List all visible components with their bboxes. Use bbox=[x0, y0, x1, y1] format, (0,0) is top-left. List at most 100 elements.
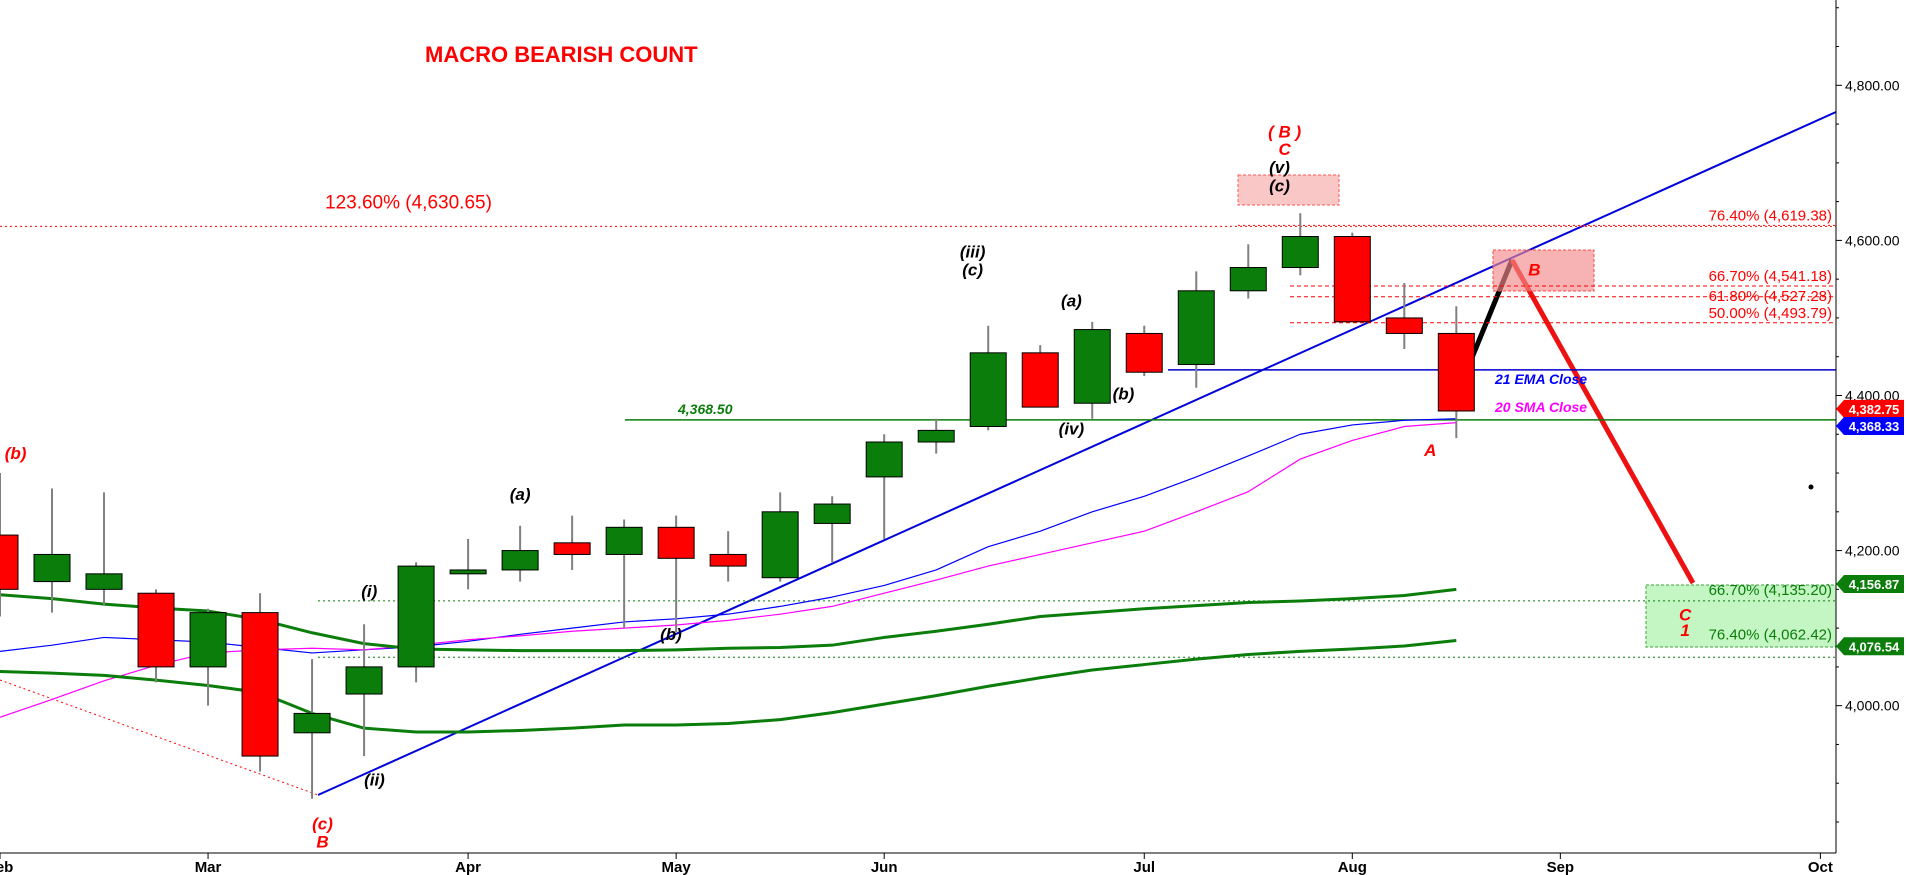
candle-body bbox=[293, 712, 331, 734]
wave-label: A bbox=[1423, 441, 1436, 460]
candle-body bbox=[189, 612, 227, 668]
candle-body bbox=[33, 553, 71, 583]
price-tags: 4,382.75 4,368.33 4,156.87 4,076.54 bbox=[1836, 399, 1904, 656]
ma-legend-sma: 20 SMA Close bbox=[1494, 399, 1587, 415]
candle bbox=[1125, 325, 1163, 377]
price-tag: 4,156.87 bbox=[1836, 575, 1904, 594]
candle-body bbox=[1333, 236, 1371, 323]
price-tag-bg bbox=[1836, 399, 1904, 418]
wave-label: (b) bbox=[5, 444, 27, 463]
candle bbox=[449, 538, 487, 590]
x-tick-label: Feb bbox=[0, 859, 13, 875]
x-tick-label: Sep bbox=[1547, 859, 1575, 875]
level-label: 66.70% (4,135.20) bbox=[1709, 582, 1832, 599]
candle bbox=[1073, 321, 1111, 419]
price-tag: 4,382.75 bbox=[1836, 399, 1904, 418]
candle bbox=[397, 562, 435, 683]
candle bbox=[241, 593, 279, 772]
wave-label: ( B ) bbox=[1268, 122, 1301, 141]
level-label: 4,368.50 bbox=[677, 401, 733, 417]
price-tag-label: 4,382.75 bbox=[1849, 402, 1900, 417]
candle-body bbox=[1073, 329, 1111, 404]
wave-label: (i) bbox=[361, 582, 377, 601]
level-label: 61.80% (4,527.28) bbox=[1709, 288, 1832, 305]
candle-body bbox=[865, 441, 903, 478]
candle-body bbox=[1125, 332, 1163, 373]
x-tick-label: Apr bbox=[455, 859, 481, 875]
level-label: 123.60% (4,630.65) bbox=[325, 192, 492, 213]
candle bbox=[865, 434, 903, 539]
wave-label: (iv) bbox=[1059, 419, 1085, 438]
candle-body bbox=[1021, 352, 1059, 408]
candle bbox=[189, 608, 227, 706]
candle bbox=[917, 418, 955, 454]
price-tag-bg bbox=[1836, 575, 1904, 594]
candle-body bbox=[969, 352, 1007, 427]
wave-label: (b) bbox=[660, 625, 682, 644]
x-tick-label: Oct bbox=[1808, 859, 1833, 875]
candle bbox=[33, 488, 71, 613]
retracement-zone bbox=[1492, 249, 1595, 292]
ma-legend-ema: 21 EMA Close bbox=[1494, 371, 1587, 387]
candle-body bbox=[553, 542, 591, 555]
candle bbox=[709, 531, 747, 582]
price-tag-label: 4,368.33 bbox=[1849, 419, 1900, 434]
candle-body bbox=[449, 569, 487, 575]
x-tick-label: May bbox=[662, 859, 692, 875]
wave-label: (a) bbox=[510, 485, 531, 504]
candle bbox=[657, 515, 695, 632]
wave-label: (a) bbox=[1061, 291, 1082, 310]
price-tag: 4,076.54 bbox=[1836, 637, 1904, 656]
x-tick-label: Jul bbox=[1133, 859, 1155, 875]
candle-body bbox=[501, 550, 539, 571]
wave-label: C bbox=[1679, 605, 1692, 624]
candle bbox=[345, 624, 383, 757]
y-tick-label: 4,600.00 bbox=[1845, 232, 1900, 248]
level-label: 50.00% (4,493.79) bbox=[1709, 305, 1832, 322]
x-tick-label: Mar bbox=[195, 859, 222, 875]
candle bbox=[1385, 283, 1423, 349]
projection-down-red bbox=[1509, 258, 1696, 585]
price-tag-bg bbox=[1836, 417, 1904, 436]
candle-body bbox=[0, 534, 19, 590]
chart-title: MACRO BEARISH COUNT bbox=[425, 42, 698, 67]
y-tick-label: 4,800.00 bbox=[1845, 77, 1900, 93]
wave-label: (iii) bbox=[960, 242, 986, 261]
candle bbox=[813, 496, 851, 563]
price-tag-label: 4,076.54 bbox=[1849, 639, 1900, 654]
price-tag-bg bbox=[1836, 637, 1904, 656]
candle bbox=[1229, 244, 1267, 299]
candle-body bbox=[1385, 317, 1423, 334]
wave-label: (b) bbox=[1113, 384, 1135, 403]
price-tag-label: 4,156.87 bbox=[1849, 577, 1900, 592]
candle-body bbox=[1229, 267, 1267, 292]
x-tick-label: Jun bbox=[871, 859, 898, 875]
candle bbox=[137, 589, 175, 683]
candle bbox=[1437, 306, 1475, 439]
candle-body bbox=[605, 526, 643, 555]
wave-label: B bbox=[316, 833, 328, 852]
candle bbox=[85, 492, 123, 605]
wave-label: (v) bbox=[1269, 158, 1290, 177]
wave-label: C bbox=[1279, 140, 1292, 159]
level-label: 76.40% (4,062.42) bbox=[1709, 626, 1832, 643]
target-support-zone bbox=[1645, 584, 1837, 648]
candle bbox=[501, 525, 539, 582]
candle bbox=[761, 492, 799, 582]
candle-body bbox=[917, 429, 955, 443]
candle bbox=[969, 325, 1007, 431]
candle-body bbox=[813, 503, 851, 524]
wave-label: (c) bbox=[962, 260, 983, 279]
candle bbox=[605, 519, 643, 629]
candle-body bbox=[1437, 332, 1475, 412]
y-axis: 4,000.00 4,200.00 4,400.00 4,600.00 4,800.00 bbox=[1835, 0, 1900, 853]
candle bbox=[0, 473, 19, 617]
x-axis: Feb Mar Apr May Jun Jul Aug Sep Oct bbox=[0, 852, 1836, 875]
zones bbox=[1237, 174, 1837, 648]
candle-body bbox=[1281, 236, 1319, 269]
price-tag: 4,368.33 bbox=[1836, 417, 1904, 436]
wave-label: B bbox=[1528, 260, 1540, 279]
candle-body bbox=[657, 526, 695, 559]
wave-label: 1 bbox=[1680, 621, 1689, 640]
